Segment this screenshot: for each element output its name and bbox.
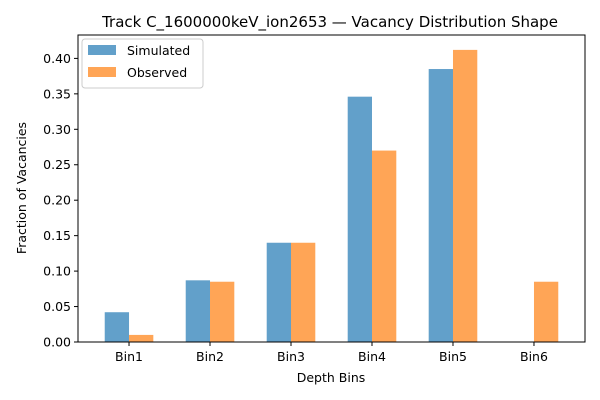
y-tick-label: 0.30: [43, 122, 71, 137]
bar-simulated-bin3: [266, 242, 292, 342]
x-tick-label: Bin3: [277, 349, 305, 364]
bar-simulated-bin1: [104, 312, 130, 342]
bar-observed-bin2: [210, 281, 235, 342]
bar-observed-bin5: [452, 49, 478, 342]
x-axis-ticks: Bin1 Bin2 Bin3 Bin4 Bin5 Bin6: [115, 342, 548, 364]
bar-simulated-bin5: [428, 69, 453, 342]
bar-simulated-bin4: [347, 96, 372, 343]
x-tick-label: Bin2: [196, 349, 224, 364]
legend-label-observed: Observed: [127, 65, 187, 80]
x-tick-label: Bin6: [520, 349, 548, 364]
y-axis-label: Fraction of Vacancies: [14, 122, 29, 254]
bar-observed-bin6: [533, 281, 559, 342]
bar-simulated-bin2: [185, 280, 211, 342]
y-tick-label: 0.25: [43, 157, 71, 172]
y-tick-label: 0.10: [43, 264, 71, 279]
legend-swatch-observed: [88, 67, 116, 77]
bars-layer: [104, 49, 559, 343]
x-axis-label: Depth Bins: [297, 370, 366, 385]
plot-frame: [77, 34, 586, 343]
chart-title: Track C_1600000keV_ion2653 — Vacancy Dis…: [101, 13, 558, 32]
bar-observed-bin4: [372, 150, 397, 342]
legend: Simulated Observed: [81, 38, 204, 89]
legend-swatch-simulated: [88, 45, 116, 55]
y-tick-label: 0.00: [43, 335, 71, 350]
y-tick-label: 0.40: [43, 51, 71, 66]
y-tick-label: 0.35: [43, 86, 71, 101]
bar-observed-bin1: [129, 334, 154, 342]
x-tick-label: Bin5: [439, 349, 467, 364]
y-tick-label: 0.05: [43, 299, 71, 314]
x-tick-label: Bin1: [115, 349, 143, 364]
y-axis-ticks: 0.00 0.05 0.10 0.15 0.20 0.25 0.30 0.35 0.40: [43, 51, 78, 350]
bar-observed-bin3: [291, 242, 316, 342]
y-tick-label: 0.15: [43, 228, 71, 243]
legend-label-simulated: Simulated: [127, 43, 190, 58]
x-tick-label: Bin4: [358, 349, 386, 364]
y-tick-label: 0.20: [43, 193, 71, 208]
